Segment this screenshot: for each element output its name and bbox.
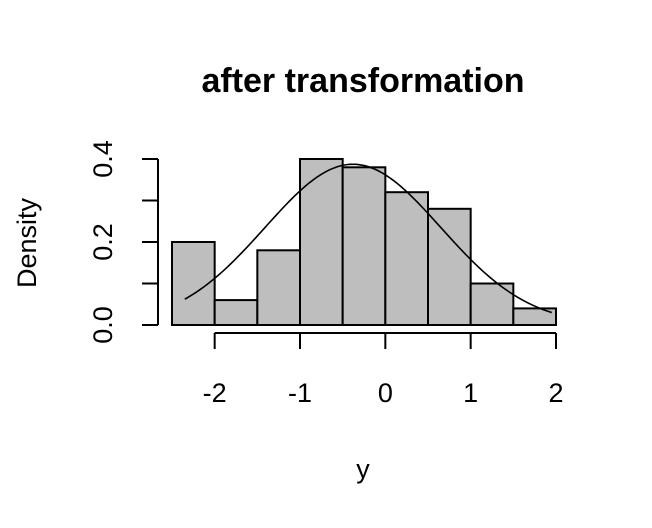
histogram-bar-7 (427, 207, 472, 326)
x-tick-label: 1 (463, 378, 478, 408)
histogram-bar-6 (384, 191, 430, 326)
histogram-bar-3 (256, 249, 302, 326)
x-axis: -2 -1 0 1 2 (203, 332, 564, 408)
y-axis: 0.0 0.2 0.4 (88, 140, 159, 344)
bars-layer (171, 158, 557, 327)
y-axis-label: Density (12, 197, 42, 288)
x-axis-label: y (356, 454, 370, 484)
x-tick-label: -1 (288, 378, 312, 408)
histogram-bar-9 (512, 307, 557, 326)
y-tick-label: 0.2 (88, 223, 118, 261)
histogram-bar-4 (299, 158, 344, 326)
histogram-bar-2 (213, 299, 259, 327)
y-tick-label: 0.4 (88, 140, 118, 178)
histogram-bar-5 (341, 166, 387, 326)
y-tick-label: 0.0 (88, 306, 118, 344)
x-tick-label: 0 (378, 378, 393, 408)
x-tick-label: 2 (548, 378, 563, 408)
density-curve (184, 163, 552, 314)
chart-title: after transformation (201, 62, 524, 100)
x-tick-label: -2 (203, 378, 227, 408)
